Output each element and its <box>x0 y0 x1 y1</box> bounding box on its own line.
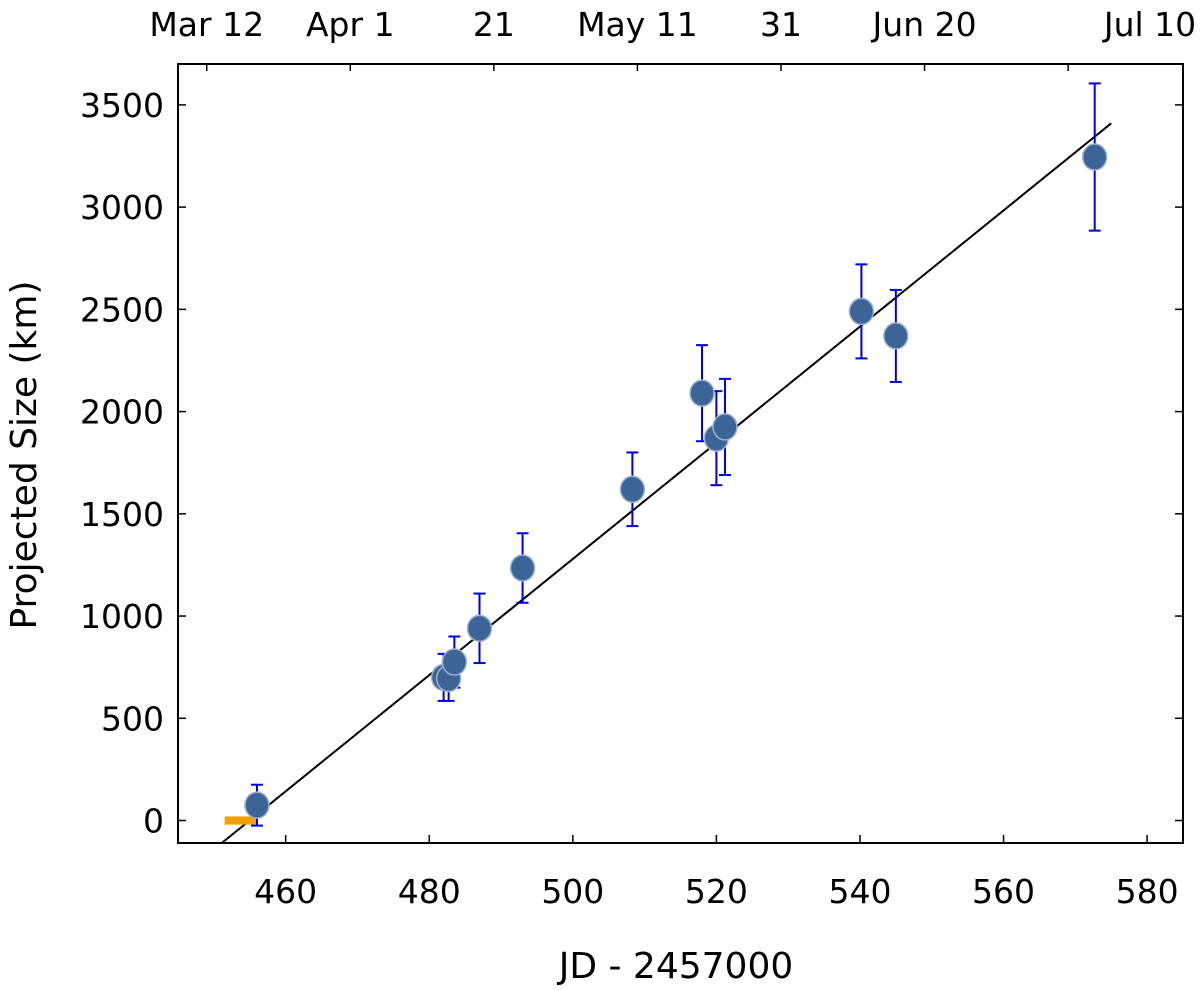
top-tick-label: Jul 10 <box>1102 5 1196 44</box>
data-point <box>509 554 536 582</box>
fit-line <box>221 122 1112 844</box>
data-point <box>244 791 270 819</box>
data-point <box>712 413 738 441</box>
data-point <box>848 297 875 326</box>
data-point <box>689 379 715 407</box>
x-tick-label: 520 <box>685 872 748 911</box>
highlight-layer <box>224 816 257 825</box>
data-point <box>466 614 493 643</box>
x-tick-label: 560 <box>972 872 1035 911</box>
data-point <box>619 475 646 504</box>
plot-frame <box>177 63 1184 844</box>
data-point <box>883 322 909 350</box>
y-tick-label: 1500 <box>80 495 164 534</box>
top-tick-label: May 11 <box>577 5 698 44</box>
y-tick-label: 3000 <box>80 188 164 227</box>
x-tick-label: 460 <box>254 872 317 911</box>
y-axis-title: Projected Size (km) <box>4 281 45 630</box>
highlight-bar <box>224 816 257 825</box>
y-tick-label: 500 <box>101 699 164 738</box>
x-axis-title: JD - 2457000 <box>557 946 794 987</box>
y-tick-label: 2000 <box>80 393 164 432</box>
y-tick-label: 0 <box>143 802 164 841</box>
x-tick-label: 580 <box>1116 872 1179 911</box>
top-tick-label: Jun 20 <box>871 5 977 44</box>
x-axis: 460 480 500 520 540 560 580 <box>254 835 1179 911</box>
fit-line-layer <box>221 122 1112 844</box>
data-point <box>1081 143 1108 171</box>
error-bars <box>250 82 1101 827</box>
top-tick-label: Apr 1 <box>306 5 395 44</box>
top-tick-label: 21 <box>473 5 515 44</box>
x-tick-label: 480 <box>398 872 461 911</box>
y-tick-label: 2500 <box>80 290 164 329</box>
y-tick-label: 3500 <box>80 86 164 125</box>
top-axis: Mar 12 Apr 1 21 May 11 31 Jun 20 Jul 10 <box>149 5 1196 71</box>
top-tick-label: Mar 12 <box>149 5 264 44</box>
data-point <box>441 648 468 676</box>
x-tick-label: 500 <box>541 872 604 911</box>
data-points <box>244 143 1108 819</box>
top-tick-label: 31 <box>760 5 802 44</box>
y-tick-label: 1000 <box>80 597 164 636</box>
x-tick-label: 540 <box>828 872 891 911</box>
y-axis: 0 500 1000 1500 2000 2500 3000 3500 <box>80 86 1183 841</box>
